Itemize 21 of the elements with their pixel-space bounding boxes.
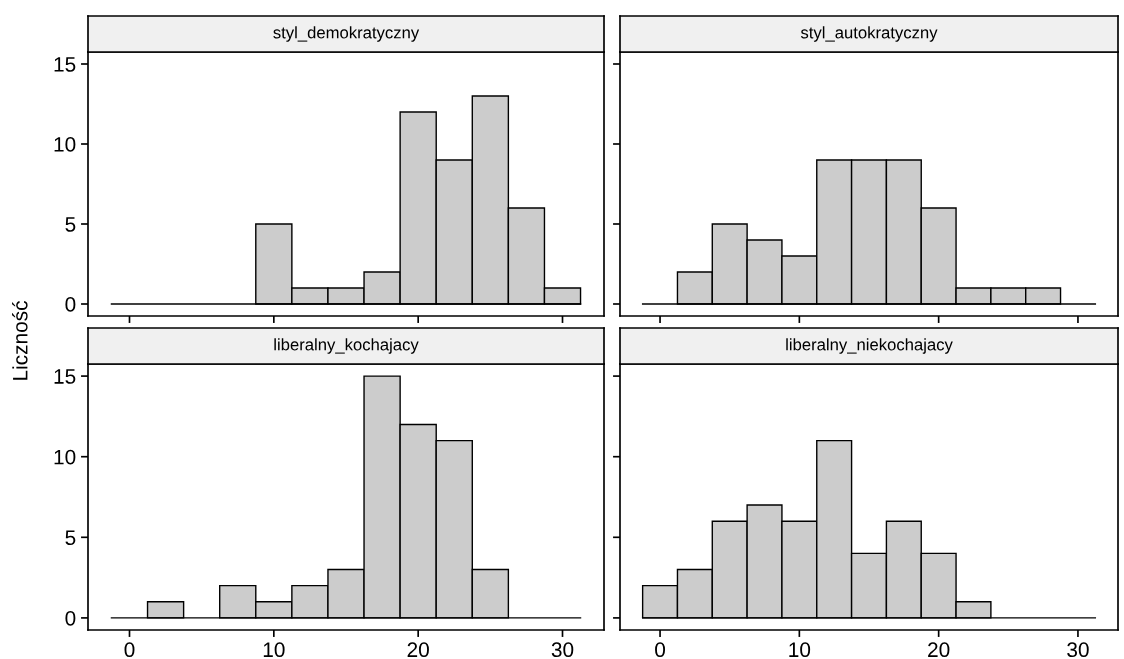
x-tick-label: 30 — [1067, 642, 1089, 658]
y-axis-title: Liczność — [12, 301, 28, 380]
y-tick-label: 0 — [65, 610, 76, 626]
y-tick-label: 10 — [54, 449, 76, 465]
x-tick-label: 20 — [407, 642, 429, 658]
y-tick-label: 15 — [54, 369, 76, 384]
x-tick-label: 10 — [789, 642, 811, 658]
y-tick-label: 5 — [65, 530, 76, 546]
x-tick-label: 10 — [263, 642, 285, 658]
y-tick-label: 0 — [65, 297, 76, 312]
x-tick-label: 20 — [928, 642, 950, 658]
chart-title: liberalny_niekochajacy — [786, 338, 953, 354]
chart-title: styl_demokratyczny — [273, 26, 420, 42]
chart-title: liberalny_kochajacy — [274, 338, 419, 354]
x-tick-label: 0 — [124, 642, 135, 658]
x-tick-label: 0 — [655, 642, 666, 658]
x-tick-label: 30 — [551, 642, 574, 658]
y-tick-label: 15 — [54, 57, 76, 72]
chart-title: styl_autokratyczny — [800, 26, 938, 42]
y-tick-label: 10 — [54, 137, 76, 152]
y-tick-label: 5 — [65, 217, 76, 232]
